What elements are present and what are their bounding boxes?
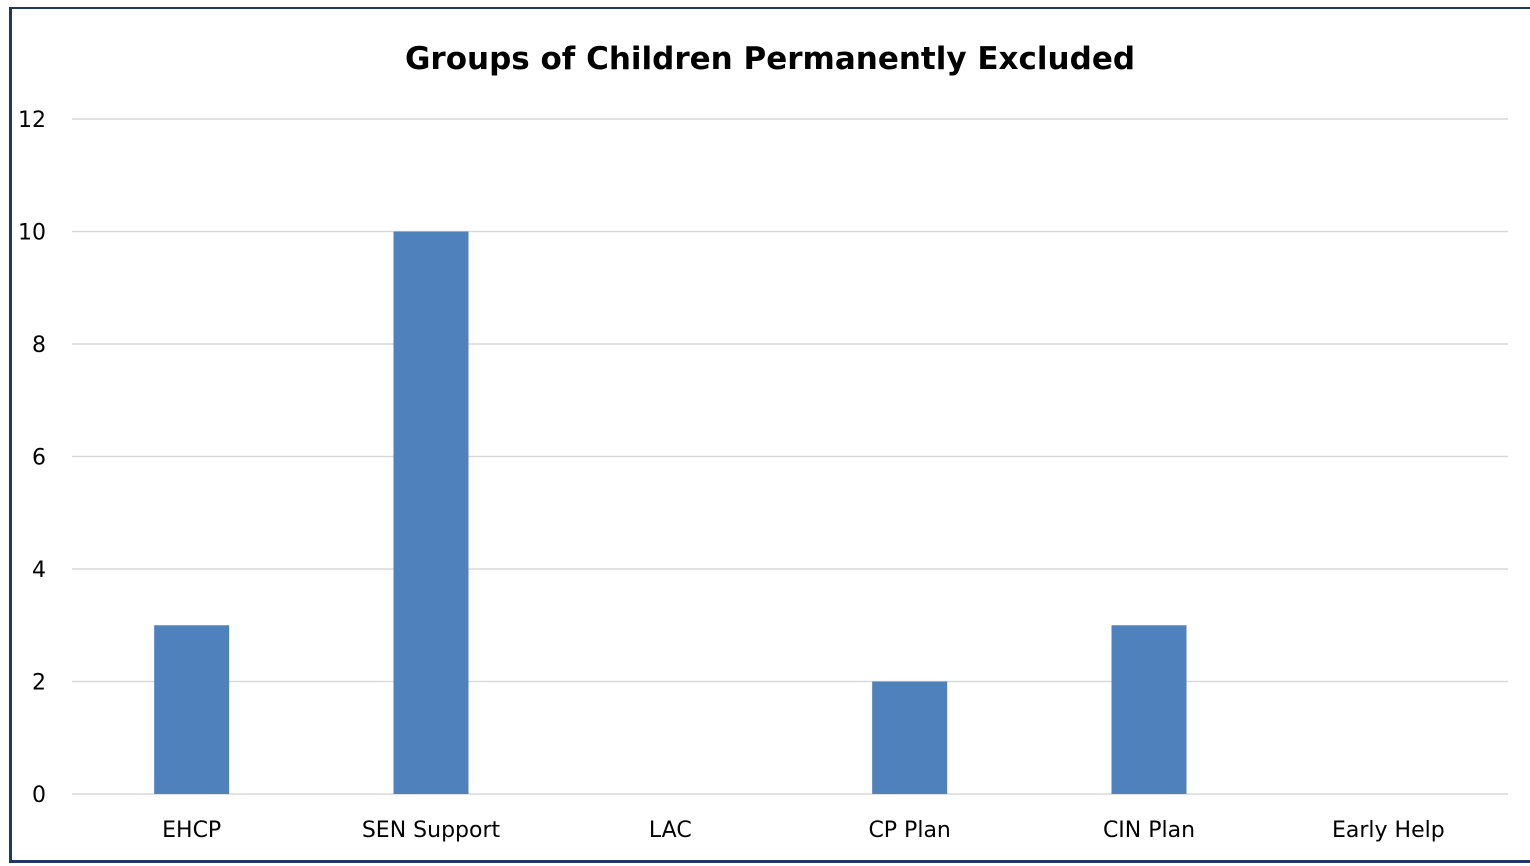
x-category-label: Early Help [1332,818,1445,843]
x-category-label: SEN Support [362,818,501,843]
y-tick-label: 4 [32,558,46,583]
gridlines [72,118,1508,795]
x-category-label: CP Plan [868,818,950,843]
bar-sen-support [393,231,469,794]
chart-frame [9,7,1530,863]
bar-cp-plan [872,681,948,794]
x-axis-labels: EHCP SEN Support LAC CP Plan CIN Plan Early H… [162,818,1445,843]
y-tick-label: 8 [32,333,46,358]
y-tick-label: 10 [18,221,46,246]
y-tick-label: 0 [32,783,46,808]
x-category-label: LAC [649,818,692,843]
y-tick-label: 2 [32,671,46,696]
x-category-label: EHCP [162,818,221,843]
chart-title: Groups of Children Permanently Excluded [405,41,1135,77]
y-axis-ticks: 0 2 4 6 8 10 12 [18,108,46,808]
bars [154,231,1187,794]
y-tick-label: 12 [18,108,46,133]
y-tick-label: 6 [32,446,46,471]
bar-ehcp [154,625,230,794]
bar-cin-plan [1111,625,1187,794]
x-category-label: CIN Plan [1103,818,1195,843]
